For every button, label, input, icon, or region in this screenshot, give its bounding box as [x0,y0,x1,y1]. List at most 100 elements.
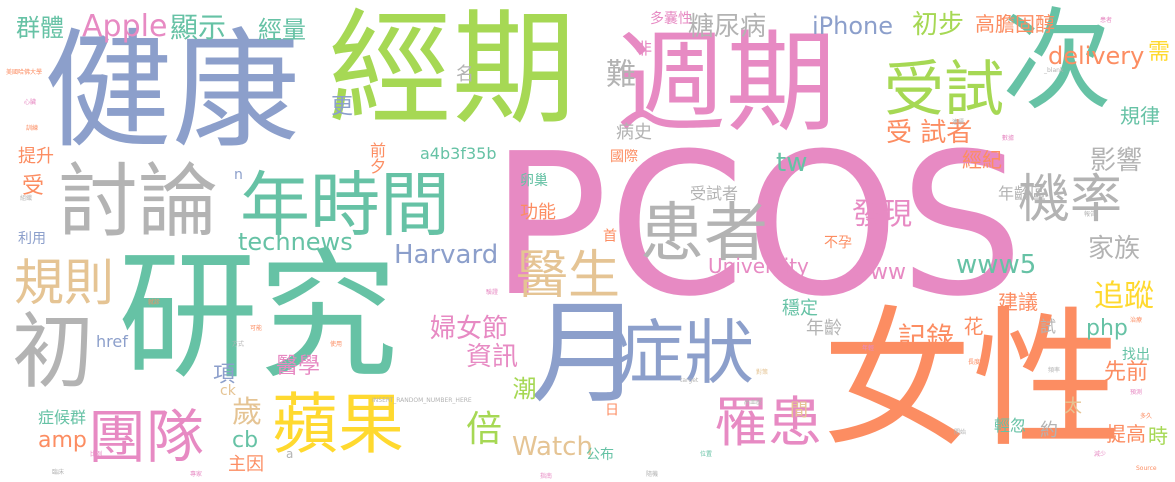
word-gaodanguchun: 高膽固醇 [975,12,1055,36]
word-yixue: 醫學 [276,354,321,379]
word-duonangxing: 多囊性 [650,11,692,27]
word-jingji: 經紀 [962,148,1002,172]
word-gongneng: 功能 [520,202,556,223]
word-nianshijian: 年時間 [240,164,450,246]
word-zhenghouqun: 症候群 [38,408,87,427]
word-luanchao: 卵巢 [520,173,548,189]
word-guilv: 規律 [1120,104,1160,128]
word-technews: technews [238,228,353,256]
word-gongbu: 公布 [586,447,614,463]
word-xianshi: 顯示 [170,11,227,44]
word-ck: ck [220,383,236,399]
word-nianling: 年齡 [806,318,842,339]
word-changdu: 長度 [968,359,981,366]
word-watch: Watch [512,432,593,462]
word-zuzhi: 組織 [20,195,33,202]
word-blank: _blank [1044,67,1064,74]
word-shou2: 首 [601,228,617,242]
word-jian: 間 [787,400,808,418]
word-zhuizong: 追蹤 [1094,279,1154,314]
word-zhengzhuang: 症狀 [614,312,754,394]
word-yisheng: 醫生 [516,246,621,306]
word-cb: cb [232,428,259,453]
word-jianshao: 減少 [1094,451,1107,458]
word-shi: 時 [1148,424,1168,448]
word-qunti: 群體 [16,14,64,42]
word-funvjie: 婦女節 [430,314,509,344]
word-bili: 比例 [90,451,103,458]
word-pingguo: 蘋果 [272,386,404,463]
word-source: Source [1136,465,1157,472]
word-jiankang: 健康 [44,17,301,166]
word-tuandui: 團隊 [88,403,205,471]
word-qingbiao: 輕忽 [994,416,1027,435]
word-insert: INSERT_RANDOM_NUMBER_HERE [372,397,472,404]
word-nvshi: 女士 [300,317,313,324]
word-faxian: 發現 [852,197,912,232]
word-jiazu: 家族 [1088,234,1141,264]
word-guoji: 國際 [610,149,638,165]
word-shou: 受 [22,174,45,199]
word-nvxing: 女性 [822,294,1123,468]
word-jingliang: 經量 [258,16,306,44]
word-href: href [96,332,128,351]
word-jilu: 記錄 [898,321,955,354]
word-ci: 次 [1002,0,1112,125]
word-kaishi: 開始 [954,429,967,436]
word-tangniaobing: 糖尿病 [688,12,767,42]
word-keneng: 可能 [250,325,263,332]
word-buyun: 不孕 [824,235,852,251]
word-www: www [852,260,906,285]
word-fangshi: 方式 [232,341,245,348]
word-shoushizhe: 受 試者 [886,118,973,148]
word-wending: 穩定 [782,298,818,319]
word-sui: 歲 [232,395,262,430]
word-target: target [680,377,699,384]
word-qianxi: 前夕 [367,142,386,174]
word-gaoxueya: 高血壓 [744,399,763,406]
word-duojiu: 多久 [1140,413,1153,420]
word-duice: 對策 [756,369,769,376]
word-zhuanjia: 專家 [190,471,203,478]
word-a: a [286,447,294,461]
word-fei: 非 [633,40,652,56]
word-jilv: 機率 [1018,170,1123,230]
word-amp: amp [38,428,87,453]
word-luohuan: 罹患 [714,391,822,454]
word-tigao: 提高 [1106,422,1146,446]
word-tw: tw [776,148,808,178]
word-shi2: 試 [1037,318,1056,334]
word-ming: 名 [453,64,474,82]
word-taolun: 討論 [58,155,218,248]
word-zhuyin: 主因 [228,454,264,475]
word-lianxu: 連續 [952,119,965,126]
word-xinzang: 心臟 [24,99,37,106]
word-zixun: 資訊 [466,342,519,372]
word-php: php [1086,316,1128,341]
word-www5: www5 [956,250,1037,280]
word-huanzhe: 患者 [640,197,768,271]
word-xiang: 項 [209,362,234,384]
word-meiguo: 美國哈佛大學 [6,69,43,76]
word-zhouqi: 週期 [616,19,836,147]
word-chu: 初 [12,305,95,400]
word-bingshi: 病史 [616,122,652,143]
word-chubu: 初步 [912,10,965,40]
word-apple: Apple [82,9,168,44]
word-a4b3f35b: a4b3f35b [420,144,497,163]
word-pcos: PCOS [490,112,1024,340]
word-zhinan: 指南 [540,473,553,480]
word-zhiliao: 治療 [1130,317,1143,324]
word-yue2: 約 [1037,420,1058,438]
word-bei: 倍 [466,409,503,450]
word-shuju: 數據 [1002,135,1015,142]
word-harvard: Harvard [394,240,499,270]
word-delivery: delivery [1048,42,1145,70]
word-yingxiang: 影響 [1090,146,1143,176]
word-xunlian: 訓練 [26,125,39,132]
word-xu: 需 [1148,40,1171,65]
word-weizhi: 位置 [700,451,713,458]
word-huanzhe2: 患者 [1100,17,1113,24]
word-xianqian: 先前 [1104,360,1149,385]
